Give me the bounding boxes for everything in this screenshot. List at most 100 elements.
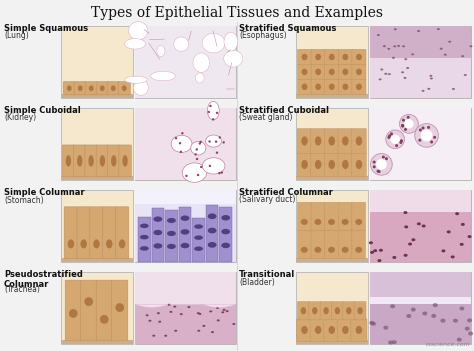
FancyBboxPatch shape xyxy=(338,64,352,80)
Circle shape xyxy=(430,140,433,144)
Circle shape xyxy=(373,161,376,164)
FancyBboxPatch shape xyxy=(311,64,325,80)
Circle shape xyxy=(371,153,392,175)
Ellipse shape xyxy=(208,228,217,233)
Bar xyxy=(179,207,191,262)
Ellipse shape xyxy=(397,45,400,47)
FancyBboxPatch shape xyxy=(325,230,338,258)
Ellipse shape xyxy=(211,331,214,333)
Ellipse shape xyxy=(408,243,412,246)
Bar xyxy=(370,272,471,297)
Ellipse shape xyxy=(468,331,473,336)
Bar xyxy=(165,210,178,262)
Bar xyxy=(135,190,236,262)
Ellipse shape xyxy=(93,239,100,249)
Circle shape xyxy=(210,105,212,107)
Bar xyxy=(370,26,471,98)
Ellipse shape xyxy=(209,310,212,312)
Ellipse shape xyxy=(157,312,160,314)
Ellipse shape xyxy=(373,249,377,252)
Ellipse shape xyxy=(467,318,472,322)
Bar xyxy=(152,208,164,262)
FancyBboxPatch shape xyxy=(73,145,86,177)
Ellipse shape xyxy=(401,71,404,73)
Ellipse shape xyxy=(221,243,230,248)
Bar xyxy=(192,218,205,262)
Circle shape xyxy=(387,136,391,139)
FancyBboxPatch shape xyxy=(351,318,367,342)
Circle shape xyxy=(427,126,430,129)
Bar xyxy=(296,26,368,98)
FancyBboxPatch shape xyxy=(338,49,352,65)
Ellipse shape xyxy=(329,69,335,75)
Ellipse shape xyxy=(430,78,433,79)
Circle shape xyxy=(222,141,225,144)
Bar xyxy=(61,190,133,262)
Ellipse shape xyxy=(106,239,112,249)
Ellipse shape xyxy=(301,307,306,314)
FancyBboxPatch shape xyxy=(352,79,366,94)
Bar xyxy=(135,108,236,180)
Text: Transitional: Transitional xyxy=(239,270,295,279)
Bar xyxy=(296,340,368,344)
Ellipse shape xyxy=(404,225,408,229)
Ellipse shape xyxy=(197,330,201,332)
FancyBboxPatch shape xyxy=(119,145,131,177)
Ellipse shape xyxy=(342,69,348,75)
Ellipse shape xyxy=(111,155,117,167)
Ellipse shape xyxy=(335,307,340,314)
Bar xyxy=(296,258,368,262)
Ellipse shape xyxy=(427,88,430,90)
FancyBboxPatch shape xyxy=(118,82,130,95)
Ellipse shape xyxy=(168,304,171,306)
Ellipse shape xyxy=(356,54,362,60)
FancyBboxPatch shape xyxy=(352,49,366,65)
FancyBboxPatch shape xyxy=(96,82,108,95)
FancyBboxPatch shape xyxy=(354,302,366,320)
Ellipse shape xyxy=(342,160,348,169)
Bar xyxy=(61,272,133,344)
Text: (Esophagus): (Esophagus) xyxy=(239,32,287,40)
Bar xyxy=(370,272,471,344)
Ellipse shape xyxy=(404,58,407,60)
Ellipse shape xyxy=(328,247,335,253)
FancyBboxPatch shape xyxy=(311,230,325,258)
Ellipse shape xyxy=(460,243,464,246)
Ellipse shape xyxy=(68,239,74,249)
Text: (Sweat gland): (Sweat gland) xyxy=(239,113,292,122)
Text: (Lung): (Lung) xyxy=(4,32,29,40)
Ellipse shape xyxy=(194,246,203,251)
Bar xyxy=(370,26,471,98)
Bar xyxy=(370,108,471,180)
Ellipse shape xyxy=(171,135,192,152)
FancyBboxPatch shape xyxy=(74,82,86,95)
Circle shape xyxy=(200,141,202,143)
Ellipse shape xyxy=(194,224,203,229)
Ellipse shape xyxy=(329,84,335,90)
Circle shape xyxy=(388,134,391,137)
Ellipse shape xyxy=(355,219,362,225)
Ellipse shape xyxy=(301,54,308,60)
Bar xyxy=(135,190,236,262)
FancyBboxPatch shape xyxy=(311,202,325,231)
Ellipse shape xyxy=(370,251,374,254)
Bar xyxy=(370,190,471,262)
FancyBboxPatch shape xyxy=(107,82,119,95)
Ellipse shape xyxy=(377,259,382,262)
Text: (Bladder): (Bladder) xyxy=(239,278,275,286)
Bar xyxy=(135,272,236,344)
Ellipse shape xyxy=(181,229,190,234)
Ellipse shape xyxy=(208,213,217,219)
FancyBboxPatch shape xyxy=(297,152,312,177)
Ellipse shape xyxy=(342,326,348,334)
Bar xyxy=(296,176,368,180)
Ellipse shape xyxy=(459,306,465,311)
Ellipse shape xyxy=(312,307,318,314)
Circle shape xyxy=(219,136,221,139)
FancyBboxPatch shape xyxy=(311,49,325,65)
Ellipse shape xyxy=(451,256,455,258)
Ellipse shape xyxy=(314,247,321,253)
Ellipse shape xyxy=(329,54,335,60)
Ellipse shape xyxy=(154,230,162,235)
FancyBboxPatch shape xyxy=(90,207,103,259)
